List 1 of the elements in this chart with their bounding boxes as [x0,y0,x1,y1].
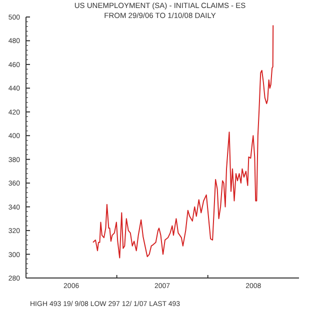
line-series [92,24,274,258]
